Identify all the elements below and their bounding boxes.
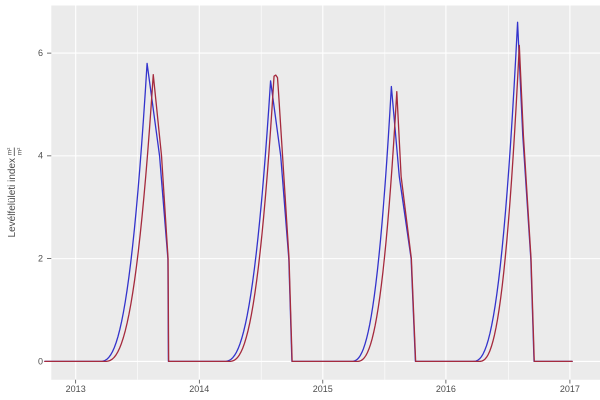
svg-text:2015: 2015 — [313, 384, 333, 394]
svg-text:2: 2 — [38, 254, 43, 264]
svg-text:m²: m² — [17, 148, 24, 155]
svg-text:2017: 2017 — [560, 384, 580, 394]
svg-text:2016: 2016 — [436, 384, 456, 394]
svg-text:2013: 2013 — [66, 384, 86, 394]
svg-text:2014: 2014 — [189, 384, 209, 394]
svg-text:4: 4 — [38, 151, 43, 161]
svg-text:m²: m² — [7, 148, 14, 155]
svg-text:6: 6 — [38, 48, 43, 58]
svg-text:0: 0 — [38, 356, 43, 366]
svg-text:Levélfelületi index: Levélfelületi index — [7, 158, 18, 238]
